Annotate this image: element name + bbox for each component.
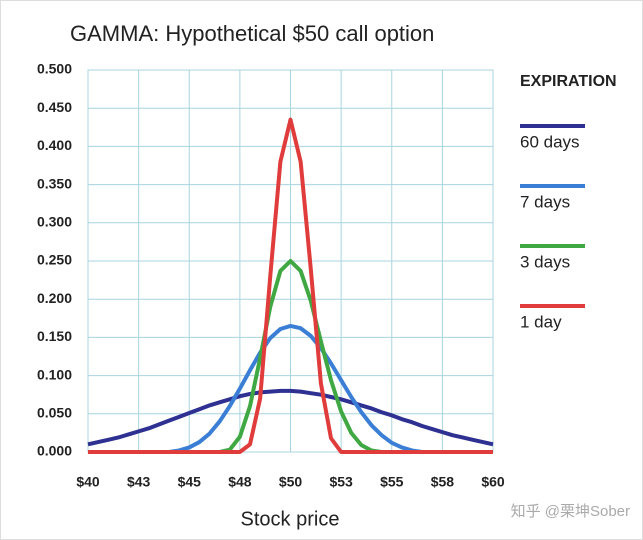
series-line: [88, 117, 493, 454]
series-line: [87, 388, 494, 447]
y-tick-label: 0.200: [37, 290, 72, 306]
y-tick-label: 0.300: [37, 214, 72, 230]
legend-label: 1 day: [520, 312, 562, 331]
x-tick-label: $60: [481, 474, 505, 490]
x-tick-label: $55: [380, 474, 404, 490]
x-tick-label: $53: [329, 474, 353, 490]
x-tick-label: $40: [76, 474, 100, 490]
chart-title: GAMMA: Hypothetical $50 call option: [70, 21, 434, 46]
y-tick-label: 0.100: [37, 366, 72, 382]
y-tick-label: 0.150: [37, 328, 72, 344]
legend-label: 7 days: [520, 192, 570, 211]
y-tick-label: 0.350: [37, 175, 72, 191]
x-tick-label: $45: [178, 474, 202, 490]
x-tick-label: $58: [431, 474, 455, 490]
legend-title: EXPIRATION: [520, 73, 617, 90]
y-tick-label: 0.500: [37, 61, 72, 77]
legend-label: 3 days: [520, 252, 570, 271]
watermark: 知乎 @栗坤Sober: [511, 503, 630, 520]
y-tick-label: 0.400: [37, 137, 72, 153]
y-tick-label: 0.250: [37, 252, 72, 268]
y-tick-label: 0.050: [37, 405, 72, 421]
x-axis-title: Stock price: [241, 508, 340, 530]
x-tick-label: $48: [228, 474, 252, 490]
y-tick-label: 0.450: [37, 99, 72, 115]
legend-label: 60 days: [520, 132, 580, 151]
plot-border: [87, 69, 494, 453]
y-tick-label: 0.000: [37, 443, 72, 459]
x-tick-label: $43: [127, 474, 151, 490]
x-tick-label: $50: [279, 474, 303, 490]
